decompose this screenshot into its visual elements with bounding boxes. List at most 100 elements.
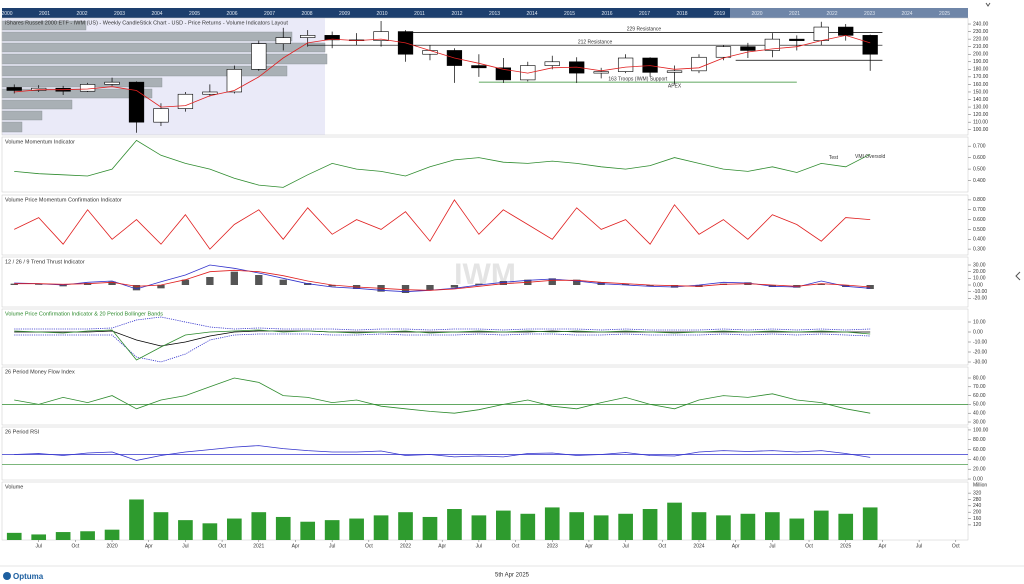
menu-icon[interactable] [985,2,991,7]
y-tick-label: 120 [973,522,982,528]
overview-year: 2007 [264,11,275,17]
annotation: APEX [668,83,682,89]
panel-frame [1,426,969,481]
x-tick-label: Apr [292,543,300,549]
volume-bar [373,515,389,540]
y-tick-label: 0.700 [973,143,986,149]
overview-year: 2002 [76,11,87,17]
x-tick-label: Jul [622,543,628,549]
profile-bar [1,31,293,42]
panel-frame [1,17,969,136]
volume-bar [202,523,218,540]
volume-bar [716,515,731,540]
x-tick-label: Jul [35,543,41,549]
annotation: Test [829,155,839,161]
brand: Optuma [13,572,44,581]
y-tick-label: 320 [973,490,982,496]
series-line [14,316,871,331]
volume-bar [569,512,585,540]
histogram-bar [206,277,214,285]
volume-bar [667,502,682,540]
candle-body [813,26,829,41]
volume-bar [471,515,487,540]
panel-title: Volume [5,484,23,490]
panel-frame [1,136,969,193]
overview-year: 2025 [939,11,950,17]
brand-logo [3,572,11,580]
collapse-icon[interactable] [1015,271,1021,281]
panel-title: 12 / 26 / 9 Trend Thrust Indicator [5,259,85,265]
candle-body [593,71,609,74]
volume-bar [740,513,756,540]
x-tick-label: Jul [476,543,482,549]
overview-bar [2,8,968,18]
volume-bar [691,512,707,540]
y-tick-label: 30.00 [973,419,986,425]
histogram-bar [475,283,483,285]
x-tick-label: Apr [732,543,740,549]
y-tick-label: 100.00 [973,127,989,133]
x-tick-label: Oct [71,543,79,549]
candle-body [153,108,169,123]
volume-profile [1,20,328,133]
reference-label: 212 Resistance [578,40,613,46]
series-line [14,329,871,361]
volume-bar [6,532,22,540]
y-tick-label: 200 [973,510,982,516]
candle-body [666,70,683,73]
x-tick-label: Oct [952,543,960,549]
volume-bar [153,512,169,540]
candle-body [740,46,756,51]
panel-frame [1,308,969,366]
y-tick-label: 0.00 [973,329,983,335]
x-tick-label: Oct [365,543,373,549]
volume-bar [178,520,193,540]
candle-body [715,46,732,58]
candle-body [471,65,487,69]
overview-year: 2013 [489,11,500,17]
y-tick-label: 120.00 [973,112,989,118]
y-tick-label: 0.500 [973,227,986,233]
y-tick-label: 130.00 [973,104,989,110]
y-tick-label: 0.600 [973,155,986,161]
y-tick-label: 0.800 [973,197,986,203]
volume-bar [765,512,780,540]
series-line [14,34,871,108]
series-line [14,330,871,347]
x-tick-label: 2025 [840,543,851,549]
volume-bar [31,534,47,540]
panel-frame [1,256,969,308]
y-tick-label: -10.00 [973,339,987,345]
y-tick-label: 60.00 [973,393,986,399]
overview-year: 2003 [114,11,125,17]
y-tick-label: 180.00 [973,67,989,73]
x-tick-label: 2022 [400,543,411,549]
volume-bar [80,531,95,540]
overview-window[interactable] [730,8,968,18]
histogram-bar [35,284,43,285]
candle-body [104,81,120,85]
volume-bar [862,507,878,540]
candle-body [764,38,780,51]
y-tick-label: 110.00 [973,119,988,125]
histogram-bar [573,279,581,285]
x-tick-label: 2024 [693,543,704,549]
overview-year: 2011 [414,11,425,17]
y-tick-label: 280 [973,497,982,503]
volume-bar [349,518,364,540]
y-tick-label: 160 [973,516,982,522]
candle-body [275,37,291,44]
histogram-bar [108,281,116,285]
y-tick-label: 0.700 [973,207,986,213]
overview-year: 2001 [39,11,50,17]
histogram-bar [59,285,67,287]
candle-body [544,61,560,66]
profile-bar [1,99,73,110]
histogram-bar [401,285,410,293]
volume-bar [422,516,438,540]
histogram-bar [255,275,263,285]
y-tick-label: -20.00 [973,296,987,302]
overview-year: 2023 [864,11,875,17]
x-tick-label: 2020 [106,543,117,549]
candle-body [691,56,707,72]
